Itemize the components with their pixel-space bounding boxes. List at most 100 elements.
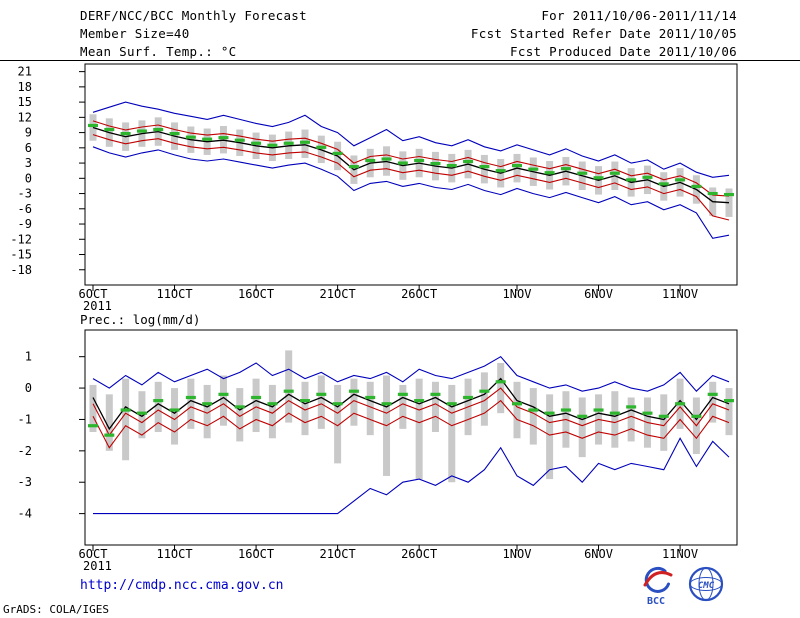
y-tick-label: 1 (25, 350, 32, 364)
y-tick-label: 12 (18, 110, 32, 124)
upper-tercile-line (92, 120, 730, 197)
y-tick-label: -4 (18, 507, 32, 521)
min-member-line (92, 146, 730, 239)
ensemble-spread-bar (448, 384, 456, 483)
y-tick-label: -12 (10, 232, 32, 246)
y-tick-label: 21 (18, 65, 32, 79)
source-url-link[interactable]: http://cmdp.ncc.cma.gov.cn (80, 578, 284, 593)
ensemble-spread-bar (236, 388, 244, 442)
cmc-logo-label: CMC (698, 581, 715, 591)
ensemble-spread-bar (203, 384, 211, 439)
x-tick-label: 16OCT (238, 547, 274, 561)
ensemble-spread-bar (431, 381, 439, 433)
bcc-swirl-red-icon (643, 571, 673, 587)
ensemble-spread-bar (660, 394, 668, 451)
ensemble-spread-bar (366, 381, 374, 436)
x-axis-year-label: 2011 (83, 299, 112, 312)
ensemble-spread-bar (529, 388, 537, 445)
plot-frame (84, 329, 738, 546)
x-tick-label: 11NOV (662, 547, 698, 561)
x-tick-label: 26OCT (401, 287, 437, 301)
grads-credit-label: GrADS: COLA/IGES (3, 603, 109, 616)
cmc-globe-latitude-icon (689, 577, 723, 591)
x-tick-label: 11OCT (156, 287, 192, 301)
ensemble-spread-bar (334, 384, 342, 464)
y-tick-label: -15 (10, 248, 32, 262)
x-tick-label: 11NOV (662, 287, 698, 301)
x-tick-label: 16OCT (238, 287, 274, 301)
variable-label-precip: Prec.: log(mm/d) (80, 312, 201, 327)
ensemble-spread-bar (89, 384, 97, 433)
ensemble-spread-bar (480, 372, 488, 426)
ensemble-spread-bar (578, 397, 586, 458)
lower-tercile-line (92, 399, 730, 449)
y-tick-label: -1 (18, 412, 32, 426)
y-tick-label: 18 (18, 80, 32, 94)
ensemble-spread-bar (268, 384, 276, 439)
page-title: DERF/NCC/BCC Monthly Forecast (80, 8, 307, 23)
lower-tercile-line (92, 134, 730, 221)
x-tick-label: 6NOV (584, 547, 613, 561)
ensemble-mean-line (92, 377, 730, 431)
fcst-start-date-label: Fcst Started Refer Date 2011/10/05 (470, 26, 737, 41)
y-tick-label: -18 (10, 263, 32, 277)
ensemble-spread-bar (627, 397, 635, 442)
cmc-globe-meridian-icon (698, 567, 714, 601)
x-axis-year-label: 2011 (83, 559, 112, 573)
cmc-logo: CMC (688, 566, 724, 602)
ensemble-spread-bar (105, 394, 113, 451)
y-tick-label: -2 (18, 444, 32, 458)
ensemble-spread-bar (611, 391, 619, 448)
ensemble-spread-bar (317, 375, 325, 429)
fcst-produced-label: Fcst Produced Date 2011/10/06 (510, 44, 737, 59)
x-tick-label: 6NOV (584, 287, 613, 301)
x-tick-label: 26OCT (401, 547, 437, 561)
ensemble-spread-bar (709, 381, 717, 423)
y-tick-label: 3 (25, 156, 32, 170)
bcc-logo-label: BCC (647, 596, 665, 607)
y-tick-label: -6 (18, 202, 32, 216)
member-size-label: Member Size=40 (80, 26, 190, 41)
x-tick-label: 1NOV (503, 547, 532, 561)
bcc-logo: BCC (643, 566, 673, 607)
y-tick-label: 15 (18, 95, 32, 109)
ensemble-spread-bar (219, 375, 227, 426)
ensemble-spread-bar (350, 378, 358, 426)
ensemble-spread-bar (285, 350, 293, 423)
ensemble-spread-bar (171, 388, 179, 445)
x-tick-label: 6OCT (79, 547, 108, 561)
min-member-line (93, 437, 730, 515)
ensemble-spread-bar (154, 381, 162, 433)
x-tick-label: 11OCT (156, 547, 192, 561)
x-tick-label: 1NOV (503, 287, 532, 301)
y-tick-label: 6 (25, 141, 32, 155)
ensemble-spread-bar (122, 378, 130, 461)
forecast-range-label: For 2011/10/06-2011/11/14 (541, 8, 737, 23)
y-tick-label: -3 (18, 475, 32, 489)
header-divider (0, 60, 800, 61)
variable-label-temp: Mean Surf. Temp.: °C (80, 44, 237, 59)
x-tick-label: 6OCT (79, 287, 108, 301)
upper-tercile-line (92, 387, 730, 437)
max-member-line (92, 355, 730, 392)
y-tick-label: 9 (25, 126, 32, 140)
y-tick-label: -3 (18, 187, 32, 201)
ensemble-spread-bar (252, 378, 260, 433)
ensemble-spread-bar (546, 394, 554, 480)
max-member-line (92, 101, 730, 178)
y-tick-label: 0 (25, 171, 32, 185)
ensemble-spread-bar (301, 381, 309, 436)
ensemble-spread-bar (725, 388, 733, 436)
y-tick-label: -9 (18, 217, 32, 231)
ensemble-spread-bar (415, 378, 423, 480)
ensemble-mean-line (92, 126, 730, 204)
x-tick-label: 21OCT (320, 287, 356, 301)
ensemble-spread-bar (513, 381, 521, 439)
ensemble-spread-bar (399, 384, 407, 429)
plot-frame (84, 63, 738, 286)
y-tick-label: 0 (25, 381, 32, 395)
x-tick-label: 21OCT (320, 547, 356, 561)
precipitation-chart: 1 0 -1 -2 -3 -4 6OCT 11OCT 16OCT 21OCT 26OCT 1NOV 6N… (18, 329, 738, 573)
